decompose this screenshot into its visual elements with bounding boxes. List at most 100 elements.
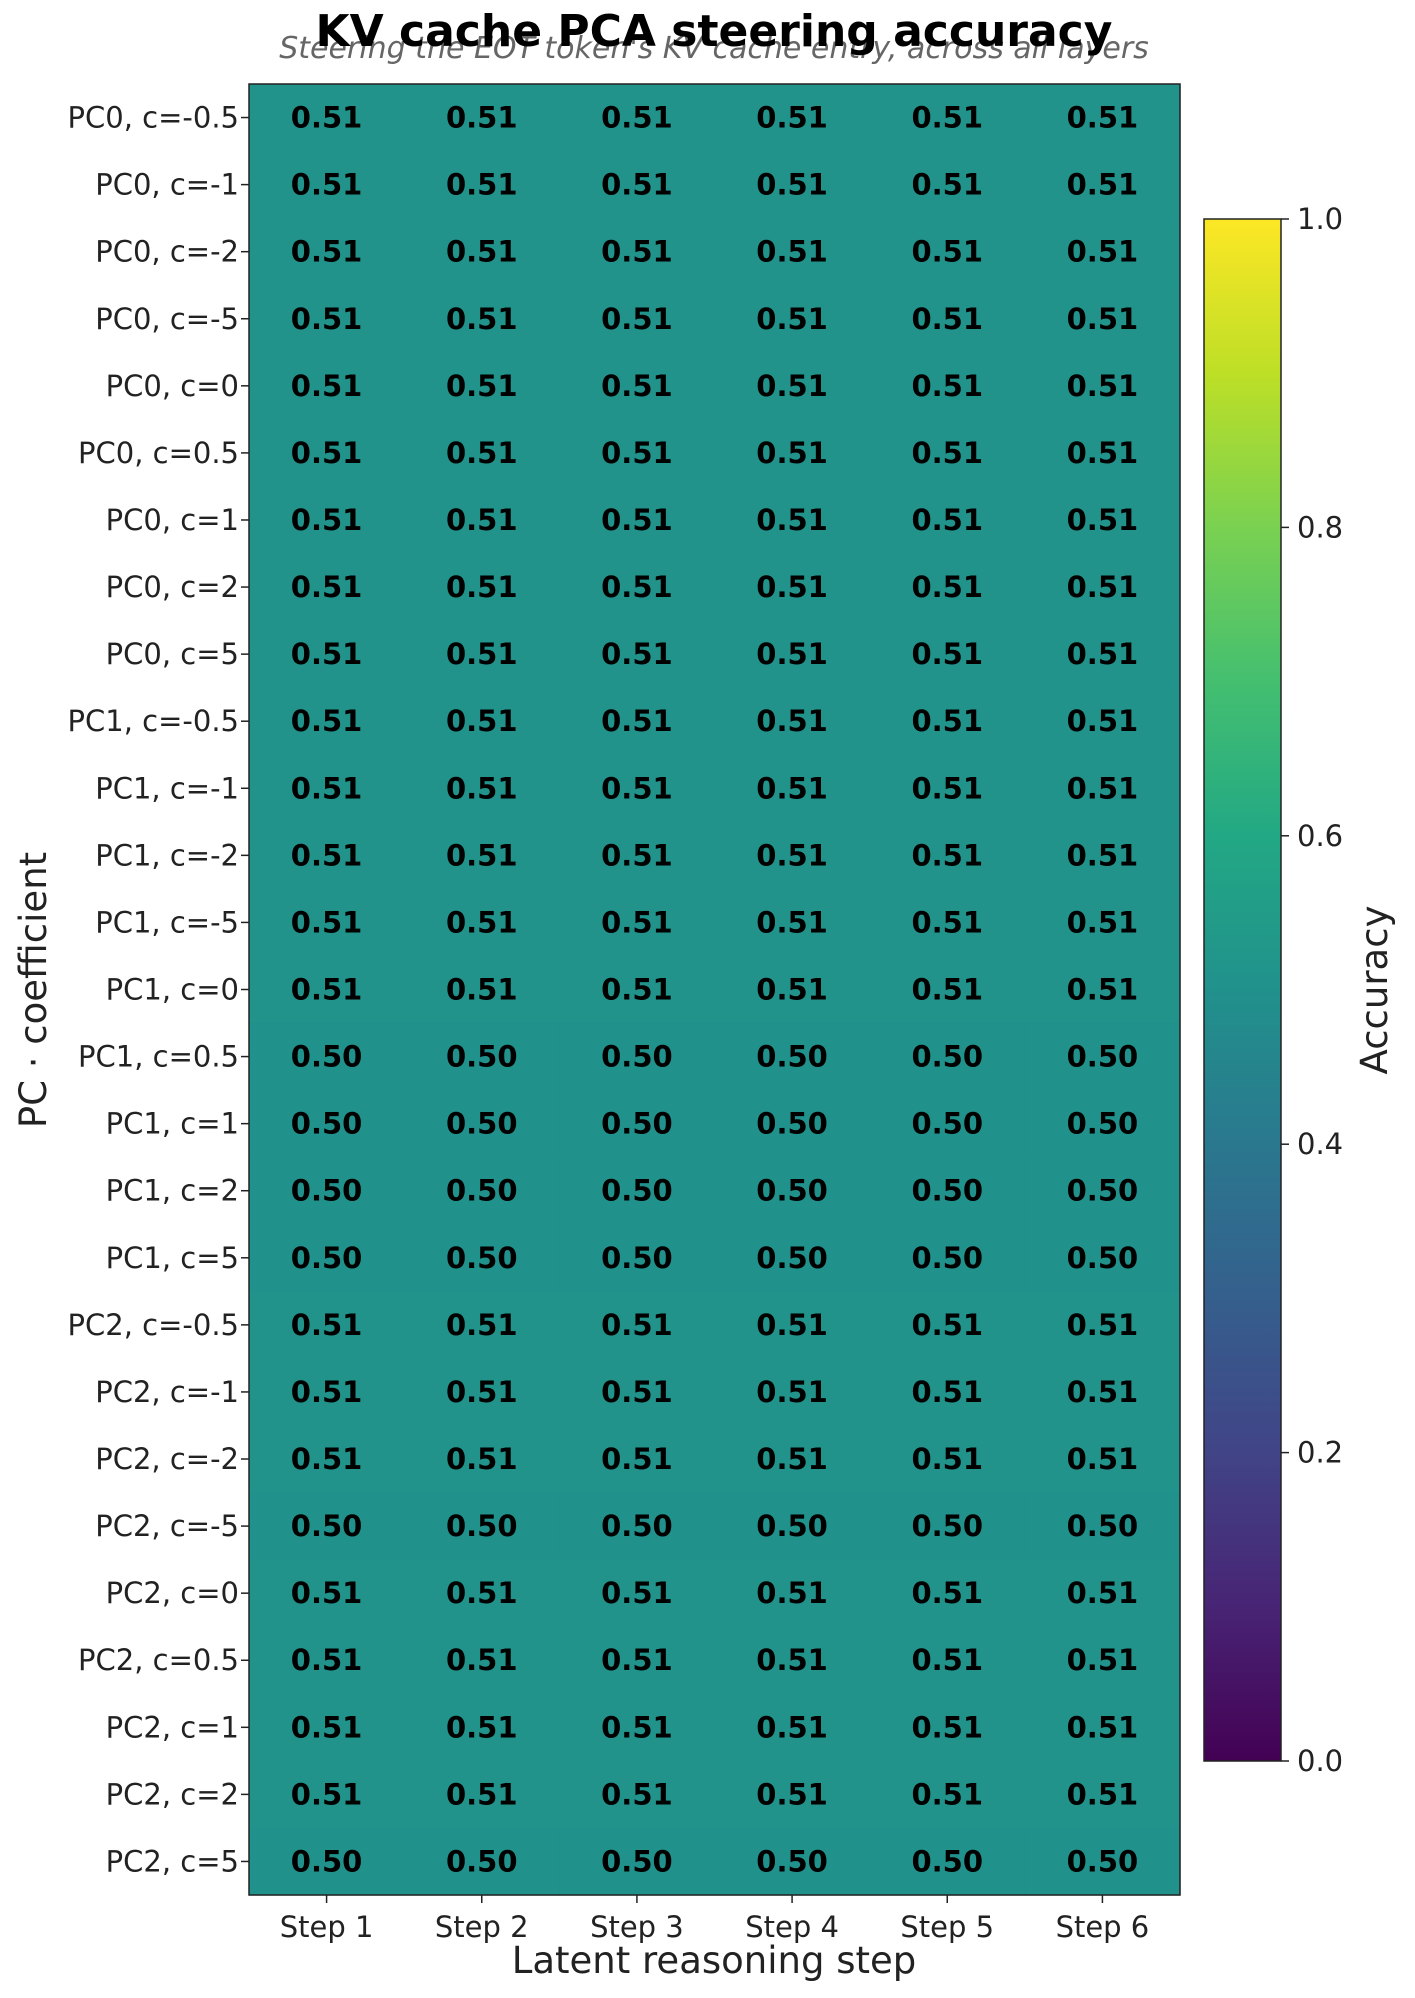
cell-value-label: 0.50 [911,1107,983,1141]
heatmap-cell [869,620,1026,689]
x-tick-label: Step 1 [280,1910,374,1944]
cell-value-label: 0.51 [911,302,983,336]
heatmap-cell [714,1425,871,1494]
heatmap-cell [714,687,871,756]
heatmap-cell [869,1827,1026,1896]
colorbar-tick-label: 0.4 [1297,1127,1343,1161]
cell-value-label: 0.51 [291,905,363,939]
cell-value-label: 0.51 [291,838,363,872]
heatmap-cell [869,218,1026,286]
chart-subtitle: Steering the EOT token's KV cache entry,… [279,31,1149,66]
y-tick-label: PC1, c=0.5 [78,1040,239,1074]
cell-value-label: 0.51 [911,1442,983,1476]
heatmap-cell [404,821,560,890]
cell-value-label: 0.50 [446,1509,518,1543]
cell-value-label: 0.51 [911,436,983,470]
heatmap-cell [404,754,560,823]
cell-value-label: 0.50 [756,1040,828,1074]
cell-value-label: 0.51 [1067,1442,1139,1476]
y-tick-label: PC2, c=-2 [95,1442,239,1476]
cell-value-label: 0.51 [1067,436,1139,470]
cell-value-label: 0.51 [446,302,518,336]
cell-value-label: 0.51 [291,168,363,202]
heatmap-cell [404,1358,560,1427]
heatmap-cell-labels: 0.51 0.51 0.51 0.51 0.51 0.51 0.51 0.51 0.51 0.51… [291,101,1138,1879]
heatmap-cell [404,1760,560,1829]
heatmap-cell [249,1224,405,1292]
heatmap-cell [404,1157,560,1225]
heatmap-cell [714,1492,871,1561]
heatmap-cell [559,1358,716,1427]
x-tick-label: Step 2 [435,1910,529,1944]
heatmap-cell [714,1291,871,1360]
cell-value-label: 0.51 [291,1643,363,1677]
cell-value-label: 0.51 [446,973,518,1007]
cell-value-label: 0.51 [291,570,363,604]
heatmap-cell [249,821,405,890]
cell-value-label: 0.51 [446,838,518,872]
heatmap-cell [559,620,716,689]
heatmap-cell [869,754,1026,823]
heatmap-cell [1024,1693,1181,1762]
heatmap-cell [404,620,560,689]
cell-value-label: 0.50 [756,1509,828,1543]
cell-value-label: 0.50 [756,1174,828,1208]
heatmap-cell [404,1224,560,1292]
cell-value-label: 0.50 [911,1509,983,1543]
y-tick-label: PC0, c=-2 [95,235,239,269]
cell-value-label: 0.51 [1067,1643,1139,1677]
heatmap-cell [869,486,1026,555]
cell-value-label: 0.51 [911,1308,983,1342]
cell-value-label: 0.51 [911,503,983,537]
heatmap-cell [249,1693,405,1762]
cell-value-label: 0.50 [911,1174,983,1208]
heatmap-cell [249,1425,405,1494]
heatmap-cell [249,1157,405,1225]
y-tick-label: PC2, c=0 [106,1576,239,1610]
y-tick-label: PC0, c=2 [106,570,239,604]
heatmap-cell [714,151,871,219]
cell-value-label: 0.51 [601,1777,673,1811]
y-tick-label: PC0, c=0 [106,369,239,403]
cell-value-label: 0.51 [1067,838,1139,872]
y-tick-label: PC2, c=-0.5 [68,1308,239,1342]
cell-value-label: 0.51 [291,235,363,269]
cell-value-label: 0.51 [911,1375,983,1409]
cell-value-label: 0.51 [601,1375,673,1409]
cell-value-label: 0.51 [601,1442,673,1476]
heatmap-cell [249,1023,405,1091]
cell-value-label: 0.51 [1067,1710,1139,1744]
cell-value-label: 0.51 [1067,637,1139,671]
cell-value-label: 0.51 [756,570,828,604]
y-tick-label: PC2, c=2 [106,1777,239,1811]
cell-value-label: 0.51 [446,1308,518,1342]
heatmap-cell [404,218,560,286]
heatmap-cell [714,955,871,1024]
heatmap-cell [404,1291,560,1360]
heatmap-cell [1024,1492,1181,1561]
cell-value-label: 0.51 [911,1576,983,1610]
heatmap-cell [869,419,1026,488]
cell-value-label: 0.51 [601,436,673,470]
cell-value-label: 0.51 [446,570,518,604]
cell-value-label: 0.50 [911,1040,983,1074]
heatmap-cell [249,1291,405,1360]
heatmap-cell [559,888,716,957]
cell-value-label: 0.51 [601,905,673,939]
cell-value-label: 0.51 [911,771,983,805]
heatmap-cell [249,84,405,152]
heatmap-cell [249,419,405,488]
heatmap-cell [869,1224,1026,1292]
heatmap-cell [559,285,716,353]
cell-value-label: 0.51 [446,1576,518,1610]
heatmap-cell [869,1693,1026,1762]
y-tick-label: PC2, c=-5 [95,1509,239,1543]
heatmap-cell [559,419,716,488]
x-tick-label: Step 4 [745,1910,839,1944]
heatmap-cell [249,1492,405,1561]
heatmap-cell [714,1827,871,1896]
heatmap-cell [714,1559,871,1628]
heatmap-cell [404,419,560,488]
cell-value-label: 0.50 [911,1241,983,1275]
heatmap-cell [869,1157,1026,1225]
